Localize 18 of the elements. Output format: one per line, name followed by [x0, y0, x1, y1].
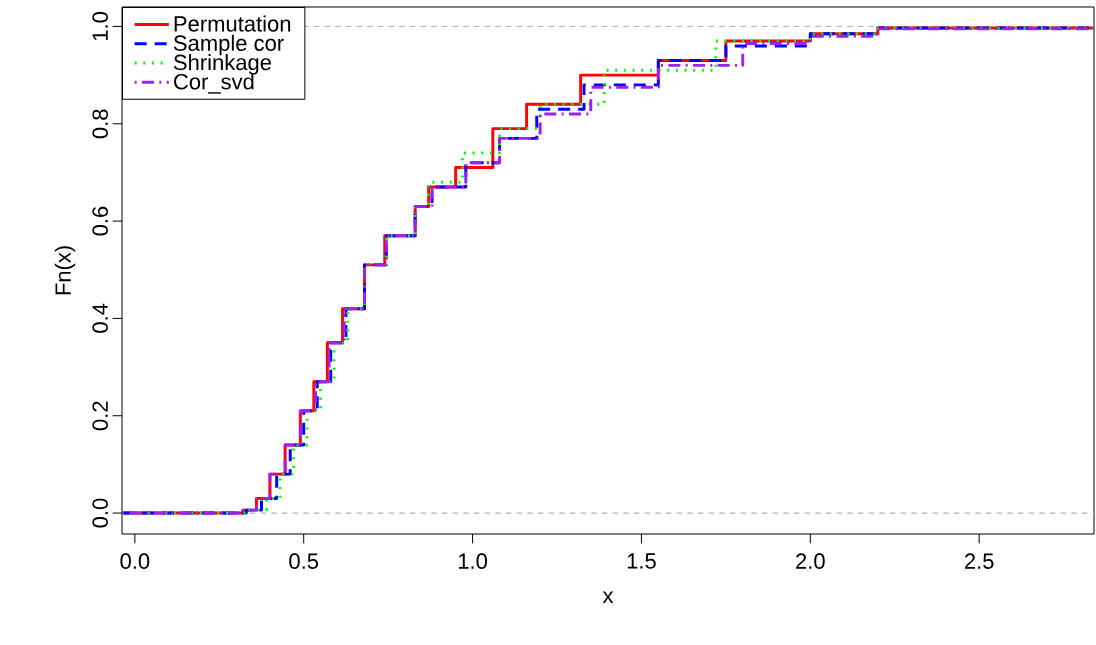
x-tick-label: 2.5 — [964, 553, 994, 569]
x-tick-label: 2.0 — [796, 553, 825, 569]
legend-label: Cor_svd — [174, 73, 254, 94]
x-tick-label: 1.5 — [627, 553, 656, 569]
y-tick-label: 0.8 — [92, 109, 108, 139]
y-tick-label: 1.0 — [92, 12, 108, 41]
y-tick-label: 0.4 — [92, 303, 108, 333]
y-tick-label: 0.0 — [92, 498, 108, 528]
legend-label: Permutation — [174, 15, 291, 32]
x-axis-title: x — [602, 591, 614, 604]
legend-label: Sample cor — [173, 34, 284, 56]
y-axis-title: Fn(x) — [54, 246, 76, 295]
x-tick-label: 0.0 — [120, 553, 150, 569]
x-tick-label: 1.0 — [458, 553, 488, 569]
legend-label: Shrinkage — [173, 54, 271, 75]
y-tick-label: 0.2 — [92, 401, 108, 431]
x-tick-label: 0.5 — [289, 553, 319, 569]
y-tick-label: 0.6 — [92, 206, 108, 236]
